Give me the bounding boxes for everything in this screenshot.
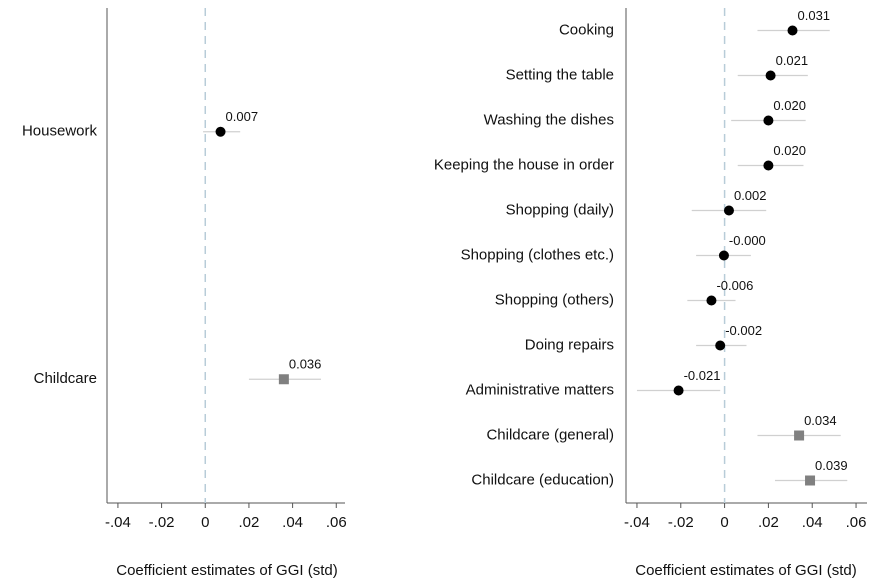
value-label: -0.006 (716, 278, 753, 293)
value-label: 0.002 (734, 188, 767, 203)
x-axis-label: Coefficient estimates of GGI (std) (635, 562, 856, 579)
category-label: Shopping (others) (495, 291, 614, 308)
value-label: -0.021 (684, 368, 721, 383)
point (718, 250, 729, 261)
value-label: 0.020 (773, 143, 806, 158)
x-tick-label: .02 (238, 514, 259, 531)
x-tick-label: -.02 (668, 514, 694, 531)
category-label: Washing the dishes (484, 111, 614, 128)
x-tick-label: .04 (802, 514, 823, 531)
value-label: -0.000 (729, 233, 766, 248)
value-label: 0.021 (776, 53, 809, 68)
category-label: Keeping the house in order (434, 156, 614, 173)
value-label: -0.002 (725, 323, 762, 338)
category-label: Childcare (general) (486, 426, 614, 443)
value-label: 0.034 (804, 413, 837, 428)
point (278, 374, 289, 385)
category-label: Doing repairs (525, 336, 614, 353)
category-label: Housework (22, 123, 98, 140)
x-tick-label: -.04 (105, 514, 131, 531)
x-tick-label: -.02 (149, 514, 175, 531)
value-label: 0.031 (798, 8, 831, 23)
x-axis-label: Coefficient estimates of GGI (std) (116, 562, 337, 579)
point (706, 295, 717, 306)
point (805, 475, 816, 486)
x-tick-label: 0 (201, 514, 209, 531)
x-tick-label: 0 (720, 514, 728, 531)
point (787, 25, 798, 36)
x-tick-label: .04 (282, 514, 303, 531)
value-label: 0.007 (226, 109, 259, 124)
point (765, 70, 776, 81)
point (715, 340, 726, 351)
category-label: Administrative matters (466, 381, 614, 398)
x-tick-label: .06 (326, 514, 347, 531)
category-label: Cooking (559, 21, 614, 38)
category-label: Childcare (education) (471, 471, 614, 488)
point (673, 385, 684, 396)
category-label: Shopping (clothes etc.) (461, 246, 614, 263)
value-label: 0.039 (815, 458, 848, 473)
point (763, 160, 774, 171)
x-tick-label: -.04 (624, 514, 650, 531)
point (215, 126, 226, 137)
x-tick-label: .06 (846, 514, 867, 531)
value-label: 0.020 (773, 98, 806, 113)
category-label: Setting the table (506, 66, 614, 83)
x-tick-label: .02 (758, 514, 779, 531)
category-label: Childcare (34, 370, 97, 387)
value-label: 0.036 (289, 357, 322, 372)
point (723, 205, 734, 216)
point (763, 115, 774, 126)
category-label: Shopping (daily) (506, 201, 614, 218)
point (794, 430, 805, 441)
